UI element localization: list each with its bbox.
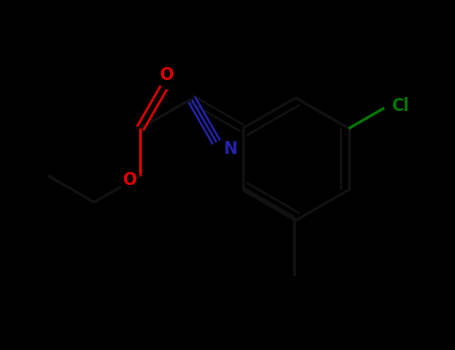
Text: N: N — [223, 140, 237, 158]
Text: Cl: Cl — [391, 97, 409, 115]
Text: O: O — [121, 171, 136, 189]
Text: O: O — [159, 66, 173, 84]
